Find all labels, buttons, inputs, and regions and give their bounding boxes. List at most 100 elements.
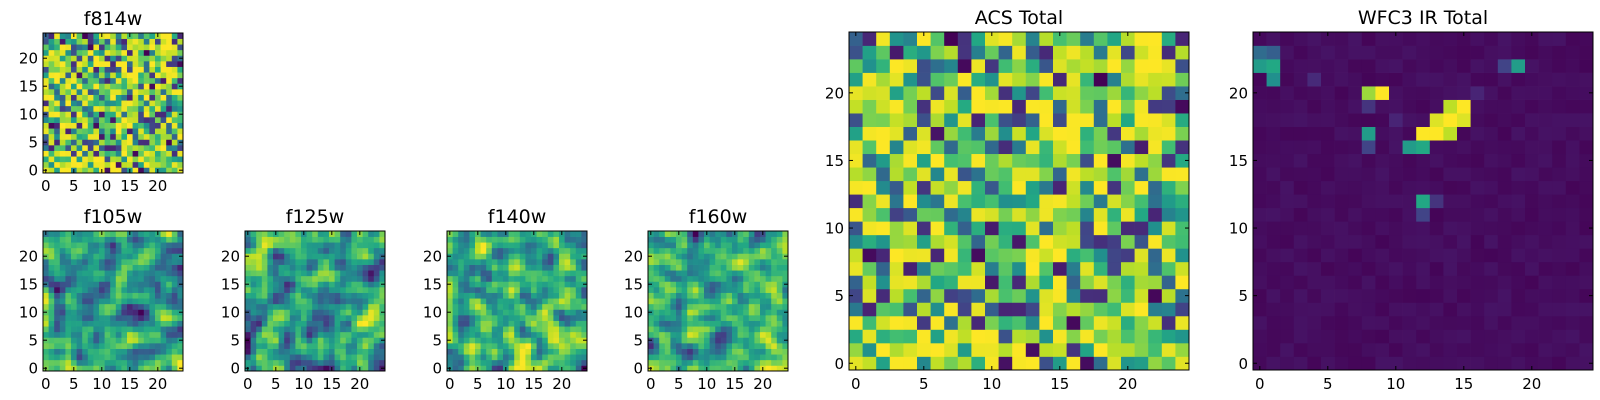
heatmap-cell (48, 145, 55, 151)
heatmap-cell (704, 337, 710, 344)
heatmap-cell (65, 38, 72, 45)
heatmap-cell (670, 331, 677, 338)
heatmap-cell (1538, 140, 1553, 155)
heatmap-cell (553, 242, 560, 249)
heatmap-cell (115, 275, 122, 282)
heatmap-cell (138, 236, 145, 243)
heatmap-cell (732, 281, 738, 288)
heatmap-cell (340, 242, 347, 249)
heatmap-cell (1565, 72, 1580, 87)
heatmap-cell (765, 275, 772, 282)
heatmap-cell (463, 320, 470, 327)
heatmap-cell (1121, 221, 1135, 236)
heatmap-cell (917, 261, 931, 276)
heatmap-cell (469, 275, 476, 282)
heatmap-cell (1093, 261, 1108, 276)
heatmap-cell (138, 309, 145, 316)
heatmap-cell (166, 89, 173, 95)
heatmap-cell (676, 292, 682, 299)
heatmap-cell (99, 348, 105, 355)
heatmap-cell (1484, 59, 1499, 73)
heatmap-cell (59, 111, 66, 118)
heatmap-cell (334, 270, 341, 277)
heatmap-cell (295, 343, 302, 349)
heatmap-cell (581, 343, 588, 349)
heatmap-cell (876, 86, 891, 100)
heatmap-cell (54, 326, 61, 333)
heatmap-cell (149, 259, 156, 265)
heatmap-cell (267, 253, 274, 260)
heatmap-cell (71, 309, 77, 316)
heatmap-cell (664, 326, 671, 333)
heatmap-cell (765, 292, 772, 299)
heatmap-cell (670, 337, 677, 344)
heatmap-cell (889, 167, 904, 182)
heatmap-cell (43, 150, 49, 157)
heatmap-cell (166, 275, 173, 282)
heatmap-cell (491, 298, 498, 305)
heatmap-cell (1484, 153, 1499, 168)
heatmap-cell (278, 275, 285, 282)
heatmap-cell (1134, 59, 1149, 73)
heatmap-cell (681, 331, 688, 338)
heatmap-cell (698, 298, 705, 305)
heatmap-cell (1307, 126, 1322, 141)
heatmap-cell (351, 320, 358, 327)
heatmap-cell (1484, 302, 1499, 317)
heatmap-cell (1470, 302, 1485, 317)
heatmap-cell (1457, 329, 1471, 344)
heatmap-cell (648, 354, 654, 361)
x-axis-ticks: 0 5 10 15 20 (41, 33, 167, 195)
heatmap-cell (110, 139, 117, 146)
heatmap-cell (261, 253, 268, 260)
heatmap-cell (127, 326, 133, 333)
heatmap-cell (76, 94, 83, 101)
heatmap-cell (340, 337, 347, 344)
heatmap-cell (1334, 126, 1349, 141)
heatmap-cell (1175, 302, 1190, 317)
heatmap-cell (1134, 153, 1149, 168)
heatmap-cell (155, 303, 161, 310)
heatmap-cell (323, 275, 330, 282)
heatmap-cell (1375, 59, 1390, 73)
heatmap-cell (687, 281, 694, 288)
heatmap-cell (452, 281, 459, 288)
heatmap-cell (849, 59, 863, 73)
heatmap-cell (87, 44, 94, 51)
heatmap-cell (862, 288, 877, 303)
heatmap-cell (1389, 342, 1403, 357)
heatmap-cell (1161, 221, 1176, 236)
heatmap-cell (71, 270, 77, 277)
heatmap-cell (876, 329, 891, 344)
heatmap-cell (48, 281, 55, 288)
heatmap-cell (760, 264, 766, 271)
heatmap-cell (250, 253, 257, 260)
heatmap-cell (317, 365, 324, 372)
heatmap-cell (87, 359, 94, 366)
heatmap-cell (776, 287, 783, 293)
heatmap-cell (514, 315, 521, 321)
heatmap-cell (1293, 356, 1308, 371)
heatmap-cell (917, 153, 931, 168)
heatmap-cell (849, 45, 863, 60)
heatmap-cell (177, 236, 184, 243)
heatmap-cell (1025, 180, 1040, 195)
heatmap-cell (121, 72, 128, 79)
heatmap-cell (862, 207, 877, 222)
heatmap-cell (536, 247, 543, 254)
heatmap-cell (1375, 302, 1390, 317)
heatmap-cell (692, 259, 699, 265)
heatmap-cell (127, 343, 133, 349)
heatmap-cell (525, 281, 532, 288)
heatmap-cell (1579, 248, 1594, 263)
heatmap-cell (681, 359, 688, 366)
heatmap-cell (121, 292, 128, 299)
heatmap-cell (1402, 288, 1417, 303)
heatmap-cell (284, 354, 291, 361)
heatmap-cell (1389, 86, 1403, 100)
heatmap-cell (132, 150, 139, 157)
heatmap-cell (1538, 153, 1553, 168)
heatmap-cell (1416, 207, 1431, 222)
y-tick-label: 10 (825, 220, 844, 238)
heatmap-cell (312, 331, 319, 338)
